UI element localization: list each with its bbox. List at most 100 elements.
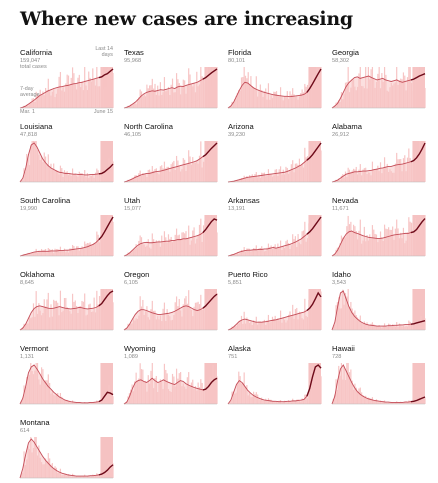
average-area (228, 365, 321, 404)
total-cases: 15,077 (124, 206, 141, 212)
state-name: Wyoming (124, 344, 156, 353)
state-name: Louisiana (20, 122, 53, 131)
state-name: Texas (124, 48, 144, 57)
state-name: Idaho (332, 270, 351, 279)
recent-label-line2: days (102, 52, 114, 58)
state-name: North Carolina (124, 122, 174, 131)
total-cases: 13,191 (228, 206, 245, 212)
total-cases: 6,105 (124, 280, 138, 286)
average-area (332, 74, 425, 108)
state-name: Florida (228, 48, 252, 57)
total-cases: 47,818 (20, 132, 37, 138)
total-cases: 8,645 (20, 280, 34, 286)
total-cases: 46,105 (124, 132, 141, 138)
state-name: Vermont (20, 344, 49, 353)
total-cases: 95,968 (124, 58, 141, 64)
total-cases: 3,543 (332, 280, 346, 286)
state-name: Puerto Rico (228, 270, 268, 279)
total-cases: 614 (20, 428, 29, 434)
total-cases: 58,302 (332, 58, 349, 64)
total-cases: 80,101 (228, 58, 245, 64)
state-name: Oklahoma (20, 270, 55, 279)
total-cases: 11,671 (332, 206, 349, 212)
average-area (228, 143, 321, 182)
x-end-label: June 15 (94, 109, 113, 115)
average-area (20, 365, 113, 404)
average-area (228, 293, 321, 330)
average-area (20, 143, 113, 182)
average-area (20, 439, 113, 478)
state-name: Alabama (332, 122, 363, 131)
state-name: Arizona (228, 122, 255, 131)
state-name: Georgia (332, 48, 360, 57)
x-start-label: Mar. 1 (20, 109, 35, 115)
state-name: Arkansas (228, 196, 260, 205)
total-cases: 26,912 (332, 132, 349, 138)
page-title: Where new cases are increasing (20, 8, 353, 30)
state-name: Hawaii (332, 344, 355, 353)
avg-label-line2: average (20, 92, 39, 98)
average-area (124, 219, 217, 256)
total-cases: 728 (332, 354, 341, 360)
state-name: Montana (20, 418, 50, 427)
average-area (20, 69, 113, 108)
total-cases: 39,230 (228, 132, 245, 138)
average-area (124, 378, 217, 404)
state-name: Nevada (332, 196, 359, 205)
total-cases: 5,851 (228, 280, 242, 286)
total-cases: 751 (228, 354, 237, 360)
state-name: California (20, 48, 53, 57)
average-area (332, 143, 425, 182)
state-name: Alaska (228, 344, 252, 353)
total-cases: 1,131 (20, 354, 34, 360)
total-cases: 19,990 (20, 206, 37, 212)
state-name: Oregon (124, 270, 149, 279)
state-name: Utah (124, 196, 140, 205)
state-name: South Carolina (20, 196, 71, 205)
total-cases: 1,089 (124, 354, 138, 360)
total-cases-label: total cases (20, 64, 47, 70)
